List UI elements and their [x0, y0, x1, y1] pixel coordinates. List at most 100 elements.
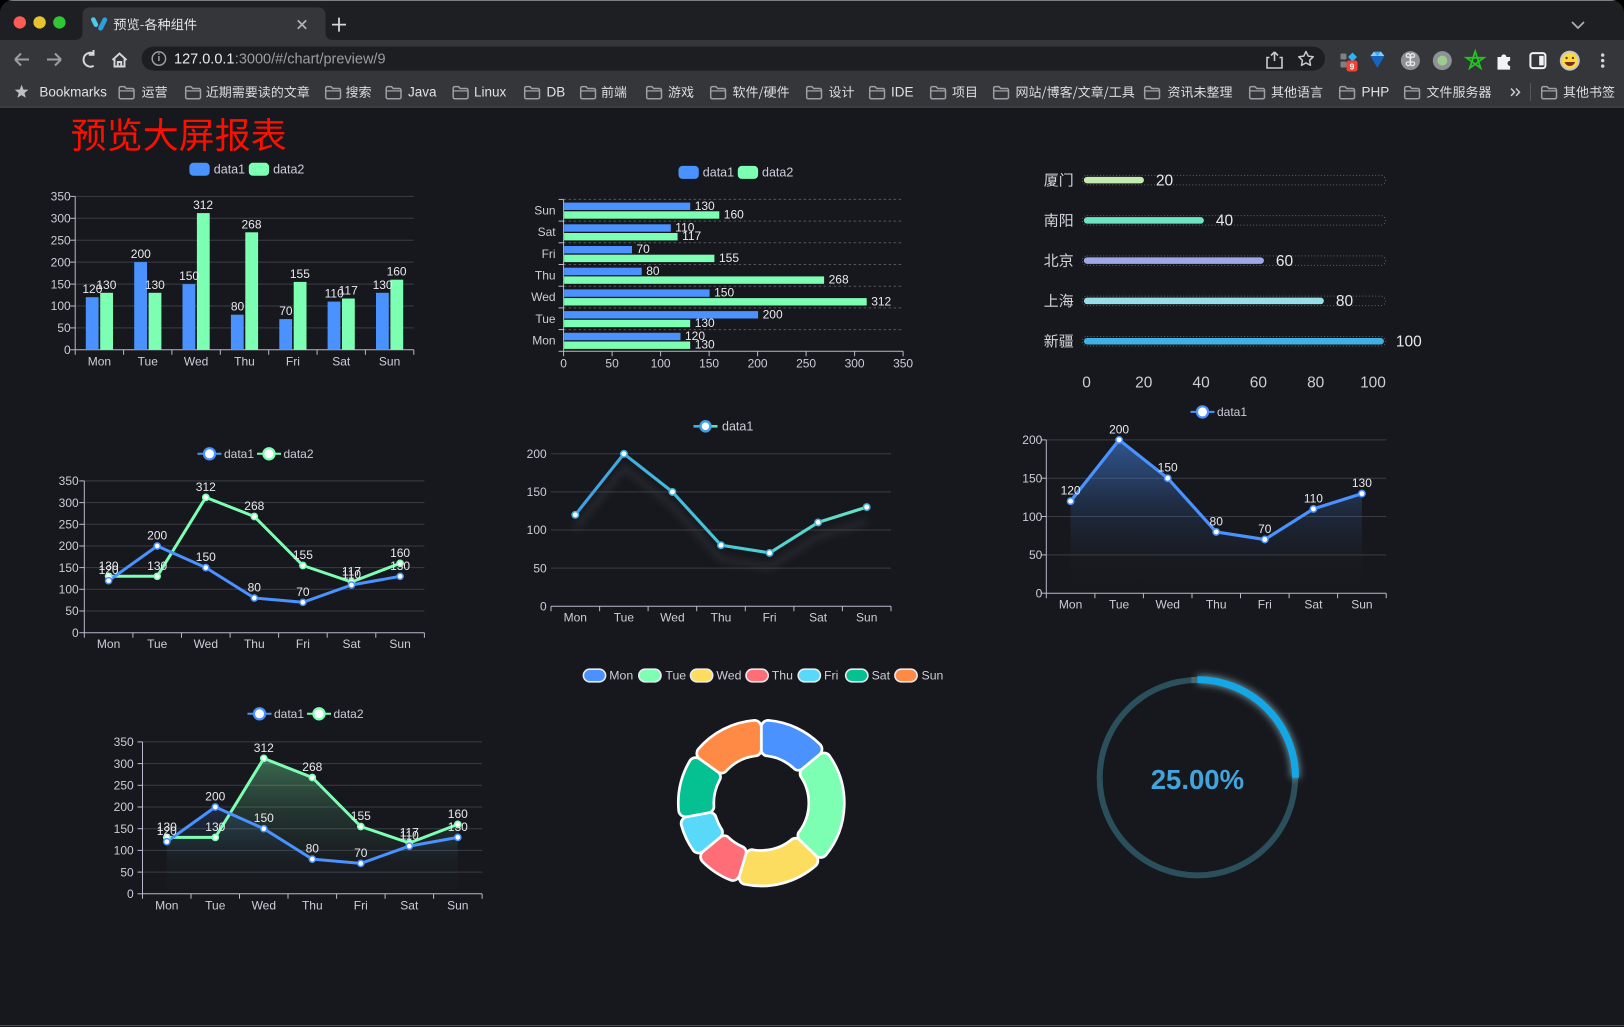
svg-text:Wed: Wed — [531, 290, 555, 304]
svg-text:Tue: Tue — [147, 637, 168, 651]
svg-text:155: 155 — [293, 548, 313, 562]
svg-text:150: 150 — [1158, 461, 1178, 475]
svg-text:Mon: Mon — [155, 898, 178, 912]
svg-text:50: 50 — [65, 604, 79, 618]
svg-text:70: 70 — [637, 242, 651, 256]
svg-text:117: 117 — [400, 826, 419, 840]
svg-text:160: 160 — [724, 208, 744, 222]
svg-text:200: 200 — [59, 539, 79, 553]
svg-text:150: 150 — [527, 485, 547, 499]
svg-text:50: 50 — [1029, 548, 1043, 562]
svg-text:data1: data1 — [274, 707, 304, 721]
svg-text::3000/#/chart/preview/9: :3000/#/chart/preview/9 — [235, 51, 386, 67]
svg-text:Tue: Tue — [665, 669, 686, 683]
svg-text:0: 0 — [64, 343, 71, 357]
svg-text:20: 20 — [1156, 172, 1174, 189]
svg-text:data2: data2 — [273, 162, 304, 176]
svg-text:350: 350 — [893, 356, 913, 370]
svg-text:Sat: Sat — [342, 637, 361, 651]
svg-text:150: 150 — [114, 822, 134, 836]
svg-text:100: 100 — [114, 844, 134, 858]
svg-text:200: 200 — [147, 529, 167, 543]
svg-text:100: 100 — [51, 299, 71, 313]
svg-text:data2: data2 — [762, 165, 793, 179]
svg-text:130: 130 — [157, 820, 177, 834]
svg-text:70: 70 — [296, 585, 310, 599]
svg-text:100: 100 — [1360, 375, 1386, 392]
svg-text:100: 100 — [1022, 510, 1042, 524]
svg-text:155: 155 — [351, 809, 371, 823]
svg-text:155: 155 — [719, 251, 739, 265]
svg-text:130: 130 — [373, 278, 393, 292]
svg-text:200: 200 — [51, 255, 71, 269]
svg-text:Thu: Thu — [711, 611, 732, 625]
svg-text:data1: data1 — [224, 447, 254, 461]
svg-text:130: 130 — [448, 820, 468, 834]
svg-text:130: 130 — [145, 278, 165, 292]
svg-text:80: 80 — [1210, 514, 1224, 528]
svg-text:150: 150 — [1022, 471, 1042, 485]
svg-text:Mon: Mon — [88, 354, 111, 368]
svg-text:50: 50 — [120, 865, 134, 879]
svg-text:Fri: Fri — [296, 637, 310, 651]
svg-text:IDE: IDE — [891, 85, 914, 100]
svg-text:155: 155 — [290, 267, 310, 281]
svg-text:0: 0 — [560, 356, 567, 370]
svg-text:Wed: Wed — [660, 611, 684, 625]
svg-text:data1: data1 — [722, 420, 753, 434]
svg-text:Wed: Wed — [1155, 598, 1179, 612]
svg-text:312: 312 — [254, 741, 274, 755]
svg-text:Wed: Wed — [184, 354, 208, 368]
svg-text:100: 100 — [59, 583, 79, 597]
svg-text:150: 150 — [254, 811, 274, 825]
svg-text:120: 120 — [1061, 484, 1081, 498]
svg-text:Sun: Sun — [379, 354, 400, 368]
svg-text:0: 0 — [72, 626, 79, 640]
svg-text:150: 150 — [59, 561, 79, 575]
svg-text:Java: Java — [408, 85, 437, 100]
svg-text:127.0.0.1: 127.0.0.1 — [174, 51, 234, 67]
svg-text:Thu: Thu — [302, 898, 323, 912]
svg-text:Mon: Mon — [564, 611, 587, 625]
svg-text:Sun: Sun — [447, 898, 468, 912]
svg-text:60: 60 — [1250, 375, 1268, 392]
svg-text:110: 110 — [342, 568, 361, 582]
svg-text:268: 268 — [241, 217, 261, 231]
svg-text:80: 80 — [646, 264, 660, 278]
svg-text:Thu: Thu — [772, 669, 793, 683]
svg-text:0: 0 — [127, 887, 134, 901]
svg-text:312: 312 — [871, 294, 891, 308]
svg-text:Fri: Fri — [542, 247, 556, 261]
svg-text:117: 117 — [339, 284, 358, 298]
svg-text:200: 200 — [748, 356, 768, 370]
svg-text:80: 80 — [231, 300, 245, 314]
svg-text:Fri: Fri — [354, 898, 368, 912]
svg-text:Mon: Mon — [609, 669, 633, 683]
svg-text:100: 100 — [527, 523, 547, 537]
svg-text:20: 20 — [1135, 375, 1153, 392]
svg-text:Sat: Sat — [400, 898, 419, 912]
svg-text:Fri: Fri — [286, 354, 300, 368]
svg-text:Thu: Thu — [244, 637, 265, 651]
svg-text:200: 200 — [114, 800, 134, 814]
svg-text:350: 350 — [51, 190, 71, 204]
svg-text:200: 200 — [1109, 422, 1129, 436]
svg-text:130: 130 — [147, 559, 167, 573]
svg-text:300: 300 — [59, 496, 79, 510]
svg-text:60: 60 — [1276, 253, 1294, 270]
svg-text:200: 200 — [131, 247, 151, 261]
svg-text:DB: DB — [547, 85, 566, 100]
svg-text:Bookmarks: Bookmarks — [39, 85, 107, 100]
svg-text:0: 0 — [1082, 375, 1091, 392]
svg-text:40: 40 — [1192, 375, 1210, 392]
svg-text:130: 130 — [695, 316, 715, 330]
svg-text:data2: data2 — [334, 707, 364, 721]
svg-text:120: 120 — [82, 282, 102, 296]
svg-text:120: 120 — [157, 824, 177, 838]
svg-text:150: 150 — [699, 356, 719, 370]
svg-text:200: 200 — [527, 447, 547, 461]
svg-text:150: 150 — [196, 550, 216, 564]
svg-text:PHP: PHP — [1362, 85, 1390, 100]
svg-text:Tue: Tue — [1109, 598, 1130, 612]
svg-text:Tue: Tue — [535, 312, 556, 326]
